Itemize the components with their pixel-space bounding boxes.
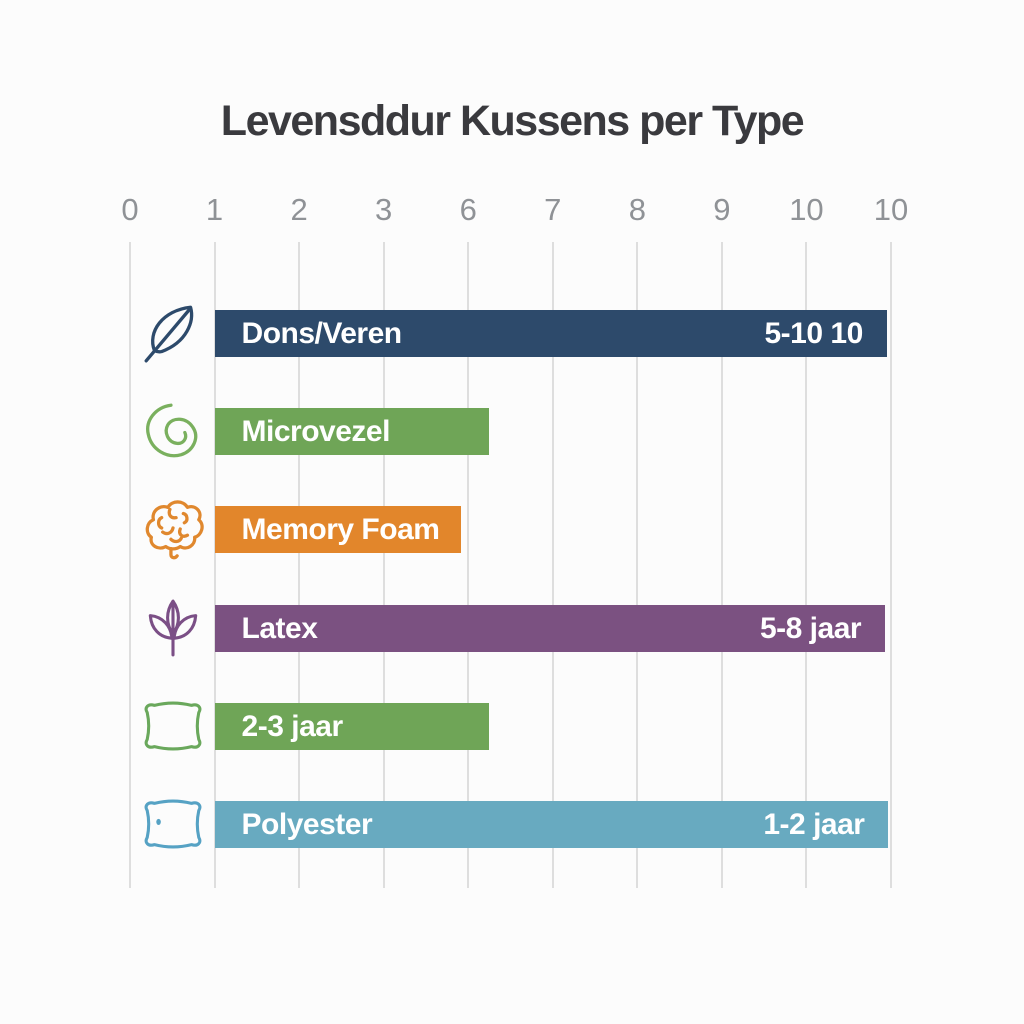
gridline xyxy=(213,242,216,888)
x-tick-label: 3 xyxy=(375,192,393,227)
gridline xyxy=(298,242,301,888)
x-tick-label: 2 xyxy=(290,192,308,227)
bar-memory-foam: Memory Foam xyxy=(214,506,462,553)
bar-microvezel: Microvezel xyxy=(214,408,489,455)
bar-row-memory-foam: Memory Foam xyxy=(130,500,891,560)
bar-row-dons-veren: Dons/Veren 5-10 10 xyxy=(130,305,891,363)
bar-value: 5-10 10 xyxy=(764,316,864,350)
gridline xyxy=(805,242,808,888)
gridlines xyxy=(129,242,892,888)
bar-label: 2-3 jaar xyxy=(241,709,344,743)
x-tick-label: 10 xyxy=(873,192,909,227)
bar-latex: Latex 5-8 jaar xyxy=(214,605,886,652)
bar-value: 1-2 jaar xyxy=(763,807,865,841)
bar-label: Polyester xyxy=(241,807,373,841)
chart-title: Levensddur Kussens per Type xyxy=(220,97,805,145)
x-tick-label: 0 xyxy=(121,192,139,227)
bar-row-latex: Latex 5-8 jaar xyxy=(130,599,891,657)
gridline xyxy=(382,242,385,888)
x-tick-label: 1 xyxy=(205,192,224,227)
bar-dons-veren: Dons/Veren 5-10 10 xyxy=(214,310,887,357)
gridline xyxy=(551,242,554,888)
pillow-icon xyxy=(138,691,208,761)
bar-label: Dons/Veren xyxy=(241,316,403,350)
gridline xyxy=(636,242,639,888)
leaf-icon xyxy=(138,593,208,663)
x-tick-label: 6 xyxy=(459,192,477,227)
x-tick-label: 9 xyxy=(713,192,731,227)
x-tick-label: 7 xyxy=(544,192,562,227)
bar-value: 5-8 jaar xyxy=(759,611,862,645)
gridline xyxy=(890,242,892,888)
plot-area: Dons/Veren 5-10 10 Microvezel xyxy=(129,242,892,888)
bar-row-microvezel: Microvezel xyxy=(130,403,891,458)
x-tick-label: 8 xyxy=(628,192,646,227)
pillow-icon xyxy=(138,789,208,859)
bar-label: Memory Foam xyxy=(241,512,440,546)
bar-row-2-3-jaar: 2-3 jaar xyxy=(130,701,891,751)
bar-label: Latex xyxy=(241,611,318,645)
gridline xyxy=(129,242,131,888)
gridline xyxy=(467,242,470,888)
bar-row-polyester: Polyester 1-2 jaar xyxy=(130,799,891,849)
bar-2-3-jaar: 2-3 jaar xyxy=(214,703,489,750)
feather-icon xyxy=(138,298,208,368)
brain-icon xyxy=(138,494,208,564)
bar-polyester: Polyester 1-2 jaar xyxy=(214,801,889,848)
x-tick-label: 10 xyxy=(789,192,824,227)
x-axis: 0 1 2 3 6 7 8 9 10 10 xyxy=(121,192,908,234)
swirl-icon xyxy=(138,396,208,466)
bar-label: Microvezel xyxy=(241,414,391,448)
gridline xyxy=(720,242,723,888)
